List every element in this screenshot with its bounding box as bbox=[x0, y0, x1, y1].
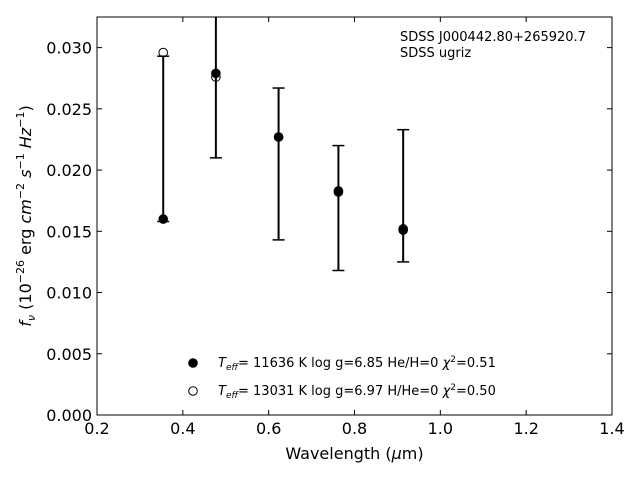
legend-marker-filled bbox=[188, 358, 198, 368]
axis-ticks: 0.2 0.4 0.6 0.8 1.0 1.2 1.4 0.000 0.005 0.010 0.01… bbox=[46, 17, 625, 438]
x-tick-label: 0.8 bbox=[342, 419, 367, 438]
y-tick-label: 0.025 bbox=[46, 100, 92, 119]
legend: Teff= 11636 K log g=6.85 He/H=0 χ2=0.51 … bbox=[188, 355, 496, 401]
x-tick-label: 1.4 bbox=[599, 419, 624, 438]
x-tick-label: 1.2 bbox=[513, 419, 538, 438]
y-tick-label: 0.010 bbox=[46, 284, 92, 303]
y-axis-label: fν (10−26 erg cm−2 s−1 Hz−1) bbox=[14, 105, 38, 326]
y-tick-label: 0.015 bbox=[46, 222, 92, 241]
x-tick-label: 1.0 bbox=[428, 419, 453, 438]
point-filled bbox=[211, 68, 221, 79]
plot-frame bbox=[96, 16, 613, 416]
x-tick-label: 0.2 bbox=[84, 419, 109, 438]
point-open bbox=[273, 132, 284, 142]
annotation-survey: SDSS ugriz bbox=[400, 46, 471, 61]
data-points bbox=[158, 47, 408, 235]
point-open bbox=[211, 72, 221, 82]
point-open bbox=[398, 224, 408, 234]
legend-entry-2: Teff= 13031 K log g=6.97 H/He=0 χ2=0.50 bbox=[218, 383, 496, 401]
annotation-object-name: SDSS J000442.80+265920.7 bbox=[400, 30, 586, 45]
x-tick-label: 0.4 bbox=[170, 419, 195, 438]
y-tick-label: 0.020 bbox=[46, 161, 92, 180]
x-tick-label: 0.6 bbox=[256, 419, 281, 438]
y-tick-label: 0.005 bbox=[46, 345, 92, 364]
point-filled bbox=[158, 214, 169, 224]
y-tick-label: 0.030 bbox=[46, 39, 92, 58]
error-bars bbox=[157, 17, 410, 272]
legend-entry-1: Teff= 11636 K log g=6.85 He/H=0 χ2=0.51 bbox=[218, 355, 496, 373]
legend-marker-open bbox=[188, 386, 198, 396]
point-open bbox=[333, 187, 344, 197]
point-open bbox=[158, 47, 169, 58]
y-tick-label: 0.000 bbox=[46, 406, 92, 425]
x-axis-label: Wavelength (μm) bbox=[285, 444, 423, 463]
